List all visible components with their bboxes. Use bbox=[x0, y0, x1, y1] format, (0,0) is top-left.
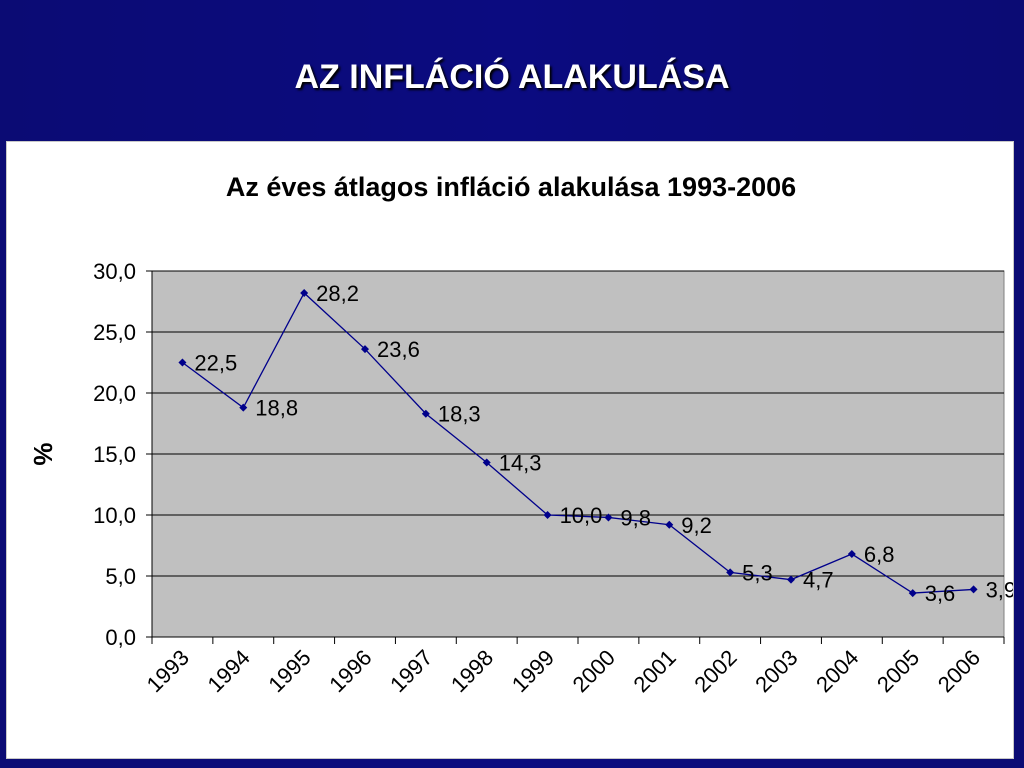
y-tick-label: 20,0 bbox=[93, 381, 136, 406]
y-tick-label: 15,0 bbox=[93, 442, 136, 467]
x-tick-label: 2004 bbox=[811, 645, 863, 697]
x-tick-label: 2005 bbox=[872, 645, 924, 697]
data-label: 28,2 bbox=[316, 281, 359, 306]
data-label: 18,3 bbox=[438, 402, 481, 427]
data-point bbox=[239, 403, 248, 412]
x-tick-label: 1993 bbox=[142, 645, 194, 697]
data-point bbox=[665, 520, 674, 529]
y-tick-label: 25,0 bbox=[93, 320, 136, 345]
data-point bbox=[178, 358, 187, 367]
y-tick-label: 30,0 bbox=[93, 259, 136, 284]
data-point bbox=[726, 568, 735, 577]
x-tick-label: 2000 bbox=[568, 645, 620, 697]
data-point bbox=[482, 458, 491, 467]
data-label: 9,8 bbox=[620, 505, 651, 530]
chart-title: Az éves átlagos infláció alakulása 1993-… bbox=[225, 172, 797, 202]
data-point bbox=[908, 589, 917, 598]
x-tick-label: 2006 bbox=[933, 645, 985, 697]
x-tick-label: 1997 bbox=[385, 645, 437, 697]
slide-title: AZ INFLÁCIÓ ALAKULÁSA bbox=[294, 58, 730, 96]
x-tick-label: 1998 bbox=[446, 645, 498, 697]
y-tick-label: 5,0 bbox=[105, 564, 136, 589]
data-label: 5,3 bbox=[742, 560, 773, 585]
x-tick-label: 2003 bbox=[750, 645, 802, 697]
data-point bbox=[969, 585, 978, 594]
chart-frame: Az éves átlagos infláció alakulása 1993-… bbox=[6, 141, 1014, 759]
data-label: 18,8 bbox=[255, 396, 298, 421]
data-point bbox=[421, 409, 430, 418]
data-point bbox=[787, 575, 795, 584]
data-label: 14,3 bbox=[499, 451, 542, 476]
x-tick-label: 1999 bbox=[507, 645, 559, 697]
data-label: 23,6 bbox=[377, 337, 420, 362]
x-tick-label: 2002 bbox=[689, 645, 741, 697]
data-label: 4,7 bbox=[803, 568, 834, 593]
x-tick-label: 1995 bbox=[263, 645, 315, 697]
data-label: 22,5 bbox=[194, 351, 237, 376]
series-line bbox=[182, 291, 974, 594]
y-tick-label: 0,0 bbox=[105, 625, 136, 650]
data-label: 9,2 bbox=[681, 513, 712, 538]
data-point bbox=[361, 345, 369, 354]
x-tick-label: 2001 bbox=[629, 645, 681, 697]
x-tick-label: 1996 bbox=[324, 645, 376, 697]
data-point bbox=[604, 513, 613, 522]
data-point bbox=[847, 550, 856, 559]
data-label: 3,6 bbox=[925, 581, 956, 606]
data-point bbox=[543, 511, 552, 519]
y-axis-title: % bbox=[28, 442, 58, 465]
data-label: 10,0 bbox=[560, 503, 603, 528]
data-point bbox=[300, 288, 309, 297]
data-label: 6,8 bbox=[864, 542, 895, 567]
data-label: 3,9 bbox=[986, 577, 1013, 602]
y-tick-label: 10,0 bbox=[93, 503, 136, 528]
x-tick-label: 1994 bbox=[203, 645, 255, 697]
